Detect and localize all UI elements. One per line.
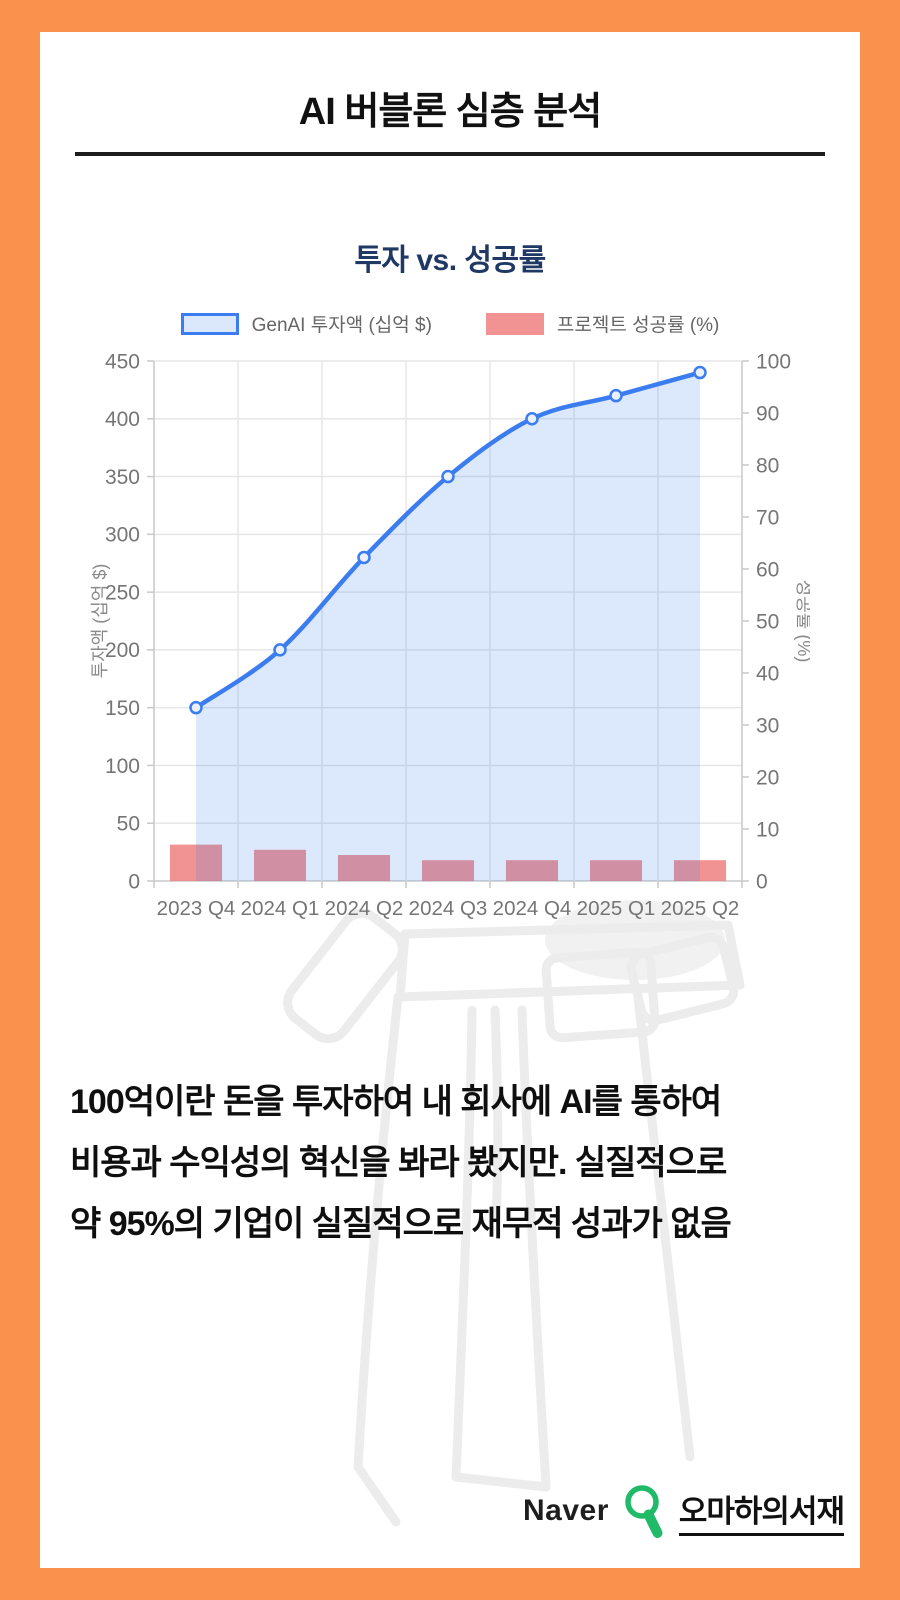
svg-text:투자액 (십억 $): 투자액 (십억 $) (90, 564, 110, 679)
title-divider (75, 152, 825, 156)
svg-text:350: 350 (105, 466, 140, 489)
svg-text:2025 Q2: 2025 Q2 (661, 897, 740, 920)
legend-label: GenAI 투자액 (십억 $) (251, 315, 432, 336)
svg-text:40: 40 (756, 662, 779, 685)
chart-legend: GenAI 투자액 (십억 $) 프로젝트 성공률 (%) (40, 310, 860, 337)
svg-text:50: 50 (117, 813, 140, 836)
success-rate-bar (337, 855, 391, 881)
svg-text:100: 100 (756, 350, 791, 373)
legend-item-investment: GenAI 투자액 (십억 $) (180, 310, 432, 337)
svg-text:30: 30 (756, 714, 779, 737)
chart-title: 투자 vs. 성공률 (354, 244, 546, 277)
data-point (441, 469, 455, 484)
data-point (693, 365, 707, 380)
investment-legend-swatch (180, 312, 239, 335)
svg-text:2024 Q1: 2024 Q1 (241, 897, 320, 920)
svg-text:150: 150 (105, 697, 140, 720)
data-point (273, 643, 287, 657)
svg-text:60: 60 (756, 558, 779, 581)
success-rate-bar (169, 844, 223, 881)
svg-text:2023 Q4: 2023 Q4 (157, 897, 236, 920)
footer-credit: Naver 오마하의서재 (522, 1480, 845, 1542)
success-rate-bar (589, 860, 643, 881)
naver-brand-text: Naver (522, 1494, 609, 1527)
chart-section: 투자 vs. 성공률 GenAI 투자액 (십억 $) 프로젝트 성공률 (%)… (40, 242, 860, 947)
svg-text:100: 100 (105, 755, 140, 778)
body-line: 비용과 수익성의 혁신을 봐라 봤지만. 실질적으로 (70, 1144, 727, 1182)
svg-text:2024 Q2: 2024 Q2 (325, 897, 404, 920)
svg-text:90: 90 (756, 402, 779, 425)
svg-text:0: 0 (128, 870, 140, 893)
success-rate-bar (673, 860, 727, 881)
svg-text:0: 0 (756, 870, 768, 893)
success-rate-bar (505, 860, 559, 881)
foreground-layer: AI 버블론 심층 분석 투자 vs. 성공률 GenAI 투자액 (십억 $)… (40, 32, 860, 1568)
svg-text:70: 70 (756, 506, 779, 529)
svg-text:2024 Q4: 2024 Q4 (493, 897, 572, 920)
magnifier-icon (625, 1485, 663, 1538)
content-card: AI 버블론 심층 분석 투자 vs. 성공률 GenAI 투자액 (십억 $)… (40, 32, 860, 1568)
success-rate-bar (253, 849, 307, 881)
body-line: 100억이란 돈을 투자하여 내 회사에 AI를 통하여 (70, 1083, 722, 1121)
data-point (525, 412, 539, 426)
body-text: 100억이란 돈을 투자하여 내 회사에 AI를 통하여 비용과 수익성의 혁신… (70, 1072, 846, 1255)
legend-label: 프로젝트 성공률 (%) (556, 315, 720, 336)
data-point (357, 550, 371, 565)
page-title: AI 버블론 심층 분석 (298, 91, 602, 133)
combo-chart: 0 50 100 150 200 250 300 350 400 450 0 10 20 30 40 50 60… (90, 350, 810, 920)
svg-text:50: 50 (756, 610, 779, 633)
svg-text:300: 300 (105, 524, 140, 547)
svg-text:2024 Q3: 2024 Q3 (409, 897, 488, 920)
success-rate-legend-swatch (485, 312, 544, 335)
svg-text:250: 250 (105, 581, 140, 604)
svg-text:450: 450 (105, 350, 140, 373)
svg-text:20: 20 (756, 766, 779, 789)
legend-item-success-rate: 프로젝트 성공률 (%) (485, 310, 720, 337)
svg-text:200: 200 (105, 639, 140, 662)
success-rate-bar (421, 860, 475, 881)
investment-area-fill (196, 372, 700, 881)
svg-text:10: 10 (756, 818, 779, 841)
channel-name-text: 오마하의서재 (678, 1486, 845, 1536)
svg-text:400: 400 (105, 408, 140, 431)
svg-text:80: 80 (756, 454, 779, 477)
svg-text:2025 Q1: 2025 Q1 (577, 897, 656, 920)
svg-text:성공률 (%): 성공률 (%) (794, 580, 810, 663)
data-point (189, 700, 203, 715)
data-point (609, 388, 623, 403)
body-line: 약 95%의 기업이 실질적으로 재무적 성과가 없음 (70, 1205, 732, 1243)
